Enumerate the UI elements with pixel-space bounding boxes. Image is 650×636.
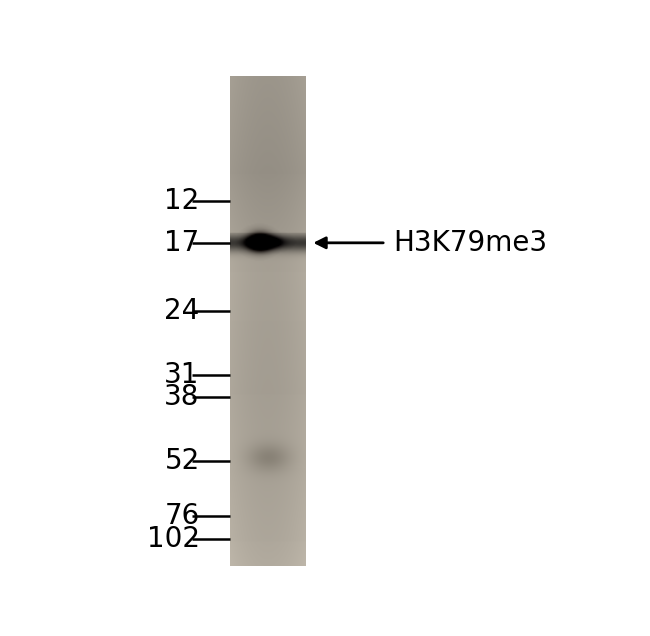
Text: 31: 31 xyxy=(164,361,200,389)
Text: 52: 52 xyxy=(164,446,200,474)
Text: 12: 12 xyxy=(164,187,200,215)
Text: 24: 24 xyxy=(164,298,200,326)
Text: 17: 17 xyxy=(164,229,200,257)
Text: 76: 76 xyxy=(164,502,200,530)
Text: 38: 38 xyxy=(164,383,200,411)
Text: H3K79me3: H3K79me3 xyxy=(393,229,548,257)
Text: 102: 102 xyxy=(147,525,200,553)
